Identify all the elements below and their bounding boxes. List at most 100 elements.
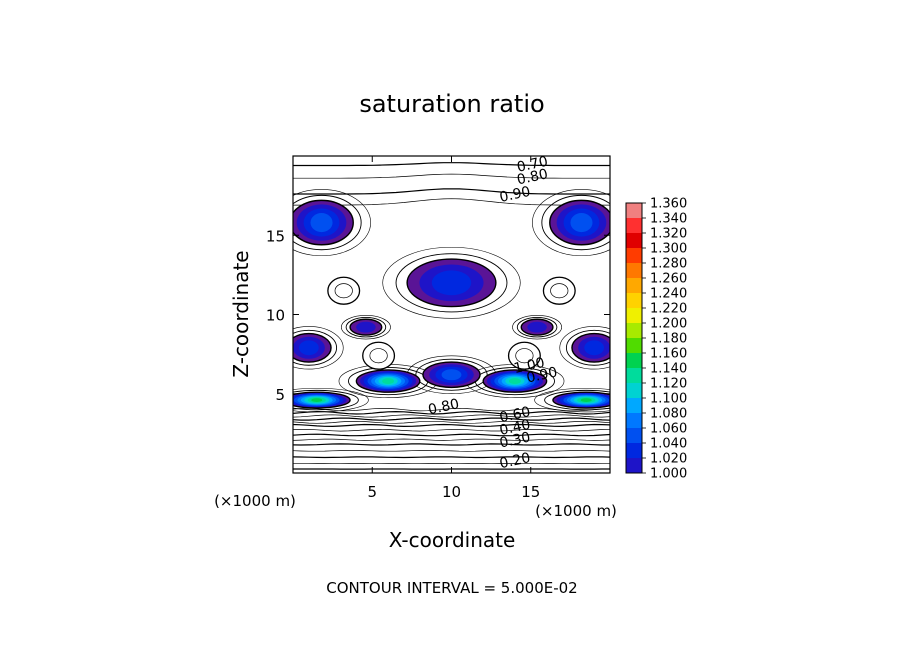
contour-value-label: 1.00 bbox=[512, 355, 546, 377]
contour-line bbox=[293, 198, 610, 206]
colorbar-swatch bbox=[626, 338, 642, 354]
contour-value-label: 0.70 bbox=[516, 154, 550, 176]
colorbar-swatch bbox=[626, 248, 642, 264]
saturation-region-outline bbox=[422, 361, 481, 389]
contour-value-label: 0.80 bbox=[427, 396, 461, 418]
colorbar-swatch bbox=[626, 323, 642, 339]
colorbar-label: 1.160 bbox=[650, 347, 687, 362]
contour-ring bbox=[382, 246, 521, 319]
y-tick-label: 15 bbox=[266, 227, 285, 245]
contour-value-label: 0.80 bbox=[516, 166, 550, 188]
contour-ring bbox=[341, 315, 391, 340]
saturation-region-outline bbox=[293, 199, 354, 246]
saturation-region bbox=[431, 270, 472, 296]
contour-line bbox=[293, 423, 610, 428]
saturation-region bbox=[580, 398, 592, 402]
colorbar-label: 1.200 bbox=[650, 317, 687, 332]
colorbar-label: 1.280 bbox=[650, 257, 687, 272]
colorbar-label: 1.320 bbox=[650, 227, 687, 242]
contour-value-label: 0.20 bbox=[498, 450, 532, 472]
colorbar-swatch bbox=[626, 383, 642, 399]
contour-loop bbox=[327, 276, 361, 305]
colorbar-label: 1.240 bbox=[650, 287, 687, 302]
contour-ring bbox=[293, 329, 338, 366]
y-axis-label: Z-coordinate bbox=[229, 250, 253, 377]
contour-line bbox=[293, 443, 610, 446]
x-tick-label: 15 bbox=[521, 483, 540, 501]
colorbar-label: 1.000 bbox=[650, 467, 687, 482]
contour-ring bbox=[532, 189, 610, 257]
saturation-region-outline bbox=[293, 391, 351, 409]
colorbar: 1.3601.3401.3201.3001.2801.2601.2401.220… bbox=[625, 197, 687, 482]
y-axis-unit: (×1000 m) bbox=[214, 492, 296, 510]
colorbar-label: 1.340 bbox=[650, 212, 687, 227]
contour-value-label: 0.40 bbox=[498, 417, 532, 439]
colorbar-swatch bbox=[626, 203, 642, 219]
plot-area: 0.700.800.901.000.900.80 0.600.400.300.20 bbox=[292, 154, 611, 474]
contour-ring bbox=[395, 253, 508, 313]
contour-label-layer: 0.700.800.901.000.900.80 0.600.400.300.20 bbox=[427, 154, 559, 473]
contour-ring bbox=[293, 326, 344, 370]
saturation-region-outline bbox=[406, 258, 497, 308]
contour-ring bbox=[293, 189, 371, 257]
colorbar-label: 1.120 bbox=[650, 377, 687, 392]
contour-loop bbox=[362, 341, 396, 370]
saturation-region-outline bbox=[293, 332, 332, 363]
contour-ring bbox=[415, 358, 488, 391]
colorbar-swatch bbox=[626, 353, 642, 369]
colorbar-swatch bbox=[626, 218, 642, 234]
contour-ring bbox=[534, 387, 610, 413]
saturation-region bbox=[527, 321, 547, 333]
colorbar-swatch bbox=[626, 293, 642, 309]
y-axis: 5 10 15 bbox=[266, 227, 610, 404]
x-axis: 5 10 15 bbox=[367, 156, 540, 501]
saturation-region bbox=[382, 378, 394, 384]
contour-value-label: 0.90 bbox=[498, 184, 532, 206]
colorbar-label: 1.220 bbox=[650, 302, 687, 317]
contour-line bbox=[293, 417, 610, 421]
contour-line bbox=[293, 420, 610, 424]
contour-loop bbox=[542, 276, 576, 305]
colorbar-swatch bbox=[626, 458, 642, 474]
contour-line bbox=[293, 450, 610, 452]
x-tick-label: 10 bbox=[442, 483, 461, 501]
colorbar-swatch bbox=[626, 428, 642, 444]
contour-line bbox=[293, 433, 610, 437]
colorbar-label: 1.040 bbox=[650, 437, 687, 452]
colorbar-swatch bbox=[626, 278, 642, 294]
colorbar-label: 1.260 bbox=[650, 272, 687, 287]
colorbar-label: 1.060 bbox=[650, 422, 687, 437]
x-axis-unit: (×1000 m) bbox=[535, 502, 617, 520]
contour-ring bbox=[565, 329, 610, 366]
colorbar-label: 1.300 bbox=[650, 242, 687, 257]
contour-line bbox=[293, 410, 610, 415]
contour-value-label: 0.30 bbox=[498, 429, 532, 451]
saturation-region-outline bbox=[552, 391, 610, 409]
contour-line bbox=[293, 173, 610, 179]
contour-line bbox=[293, 188, 610, 195]
contour-ring bbox=[516, 317, 558, 338]
filled-regions bbox=[293, 199, 610, 409]
chart-title: saturation ratio bbox=[359, 90, 544, 118]
colorbar-swatch bbox=[626, 398, 642, 414]
saturation-region bbox=[584, 340, 605, 356]
colorbar-swatch bbox=[626, 233, 642, 249]
saturation-region bbox=[311, 398, 323, 402]
contour-interval-note: CONTOUR INTERVAL = 5.000E-02 bbox=[326, 579, 577, 597]
colorbar-swatch bbox=[626, 443, 642, 459]
contour-loop-inner bbox=[550, 283, 569, 299]
contour-ring bbox=[559, 326, 610, 370]
contour-line bbox=[293, 428, 610, 432]
colorbar-label: 1.100 bbox=[650, 392, 687, 407]
saturation-region bbox=[441, 369, 462, 381]
y-tick-label: 10 bbox=[266, 307, 285, 325]
contour-loop bbox=[507, 341, 541, 370]
contour-ring bbox=[544, 389, 610, 411]
contour-line bbox=[293, 414, 610, 418]
contour-ring bbox=[512, 315, 562, 340]
x-axis-label: X-coordinate bbox=[389, 528, 516, 552]
saturation-region bbox=[570, 213, 593, 233]
colorbar-label: 1.360 bbox=[650, 197, 687, 212]
contour-ring bbox=[345, 317, 387, 338]
contour-loop-inner bbox=[515, 348, 534, 364]
